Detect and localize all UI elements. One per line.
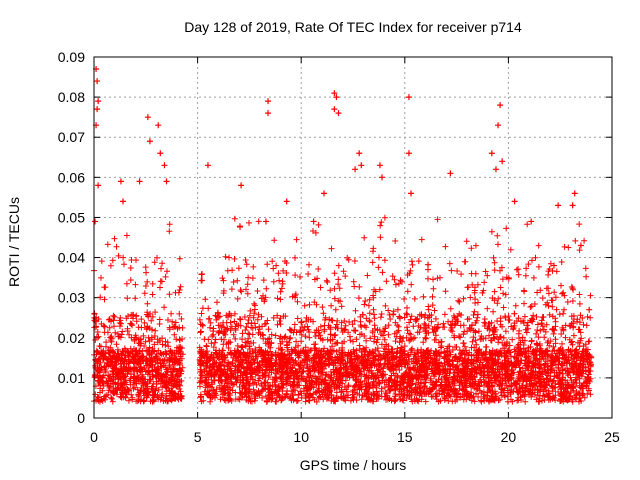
data-point	[586, 306, 593, 313]
data-point	[358, 162, 365, 169]
data-point	[238, 182, 245, 189]
y-tick-label: 0.06	[58, 169, 85, 185]
data-point	[95, 182, 102, 189]
data-point	[408, 190, 415, 197]
data-point	[95, 98, 102, 105]
data-point	[495, 122, 502, 129]
data-point	[331, 90, 338, 97]
data-point	[204, 162, 211, 169]
data-point	[528, 218, 535, 225]
data-point	[94, 78, 101, 85]
data-point	[356, 150, 363, 157]
data-point	[499, 158, 506, 165]
data-point	[492, 166, 499, 173]
data-point	[92, 218, 99, 225]
data-point	[569, 202, 576, 209]
data-point	[488, 150, 495, 157]
x-tick-label: 0	[90, 429, 98, 445]
y-tick-label: 0	[77, 410, 85, 426]
data-point	[262, 218, 269, 225]
data-point	[555, 202, 562, 209]
data-point	[379, 174, 386, 181]
x-tick-label: 15	[397, 429, 413, 445]
data-point	[265, 98, 272, 105]
y-tick-label: 0.09	[58, 49, 85, 65]
data-point	[405, 150, 412, 157]
data-point	[571, 190, 578, 197]
data-point	[155, 122, 162, 129]
data-point	[265, 110, 272, 117]
data-point	[352, 166, 359, 173]
data-point	[497, 102, 504, 109]
data-point	[511, 198, 518, 205]
data-point	[320, 190, 327, 197]
y-tick-label: 0.05	[58, 209, 85, 225]
x-tick-label: 10	[293, 429, 309, 445]
data-point	[283, 198, 290, 205]
y-tick-label: 0.01	[58, 370, 85, 386]
plot-border	[93, 56, 613, 419]
data-point	[163, 178, 170, 185]
y-tick-label: 0.04	[58, 250, 85, 266]
data-point	[120, 198, 127, 205]
data-point-cloud	[91, 214, 595, 405]
data-point	[331, 106, 338, 113]
data-point	[94, 106, 101, 113]
data-point	[157, 150, 164, 157]
y-tick-label: 0.07	[58, 129, 85, 145]
data-point	[405, 94, 412, 101]
y-tick-label: 0.03	[58, 290, 85, 306]
x-tick-label: 25	[604, 429, 620, 445]
data-point	[146, 138, 153, 145]
data-point	[447, 170, 454, 177]
data-point	[376, 162, 383, 169]
data-point	[117, 178, 124, 185]
data-point	[161, 162, 168, 169]
data-point	[144, 114, 151, 121]
x-tick-label: 5	[194, 429, 202, 445]
data-point	[310, 218, 317, 225]
data-point	[335, 110, 342, 117]
data-point	[550, 262, 557, 269]
data-point	[136, 178, 143, 185]
x-axis-label: GPS time / hours	[299, 457, 407, 473]
data-point	[333, 94, 340, 101]
data-point	[577, 242, 584, 249]
y-tick-label: 0.02	[58, 330, 85, 346]
y-tick-label: 0.08	[58, 89, 85, 105]
chart-title: Day 128 of 2019, Rate Of TEC Index for r…	[184, 19, 522, 35]
x-tick-label: 20	[501, 429, 517, 445]
